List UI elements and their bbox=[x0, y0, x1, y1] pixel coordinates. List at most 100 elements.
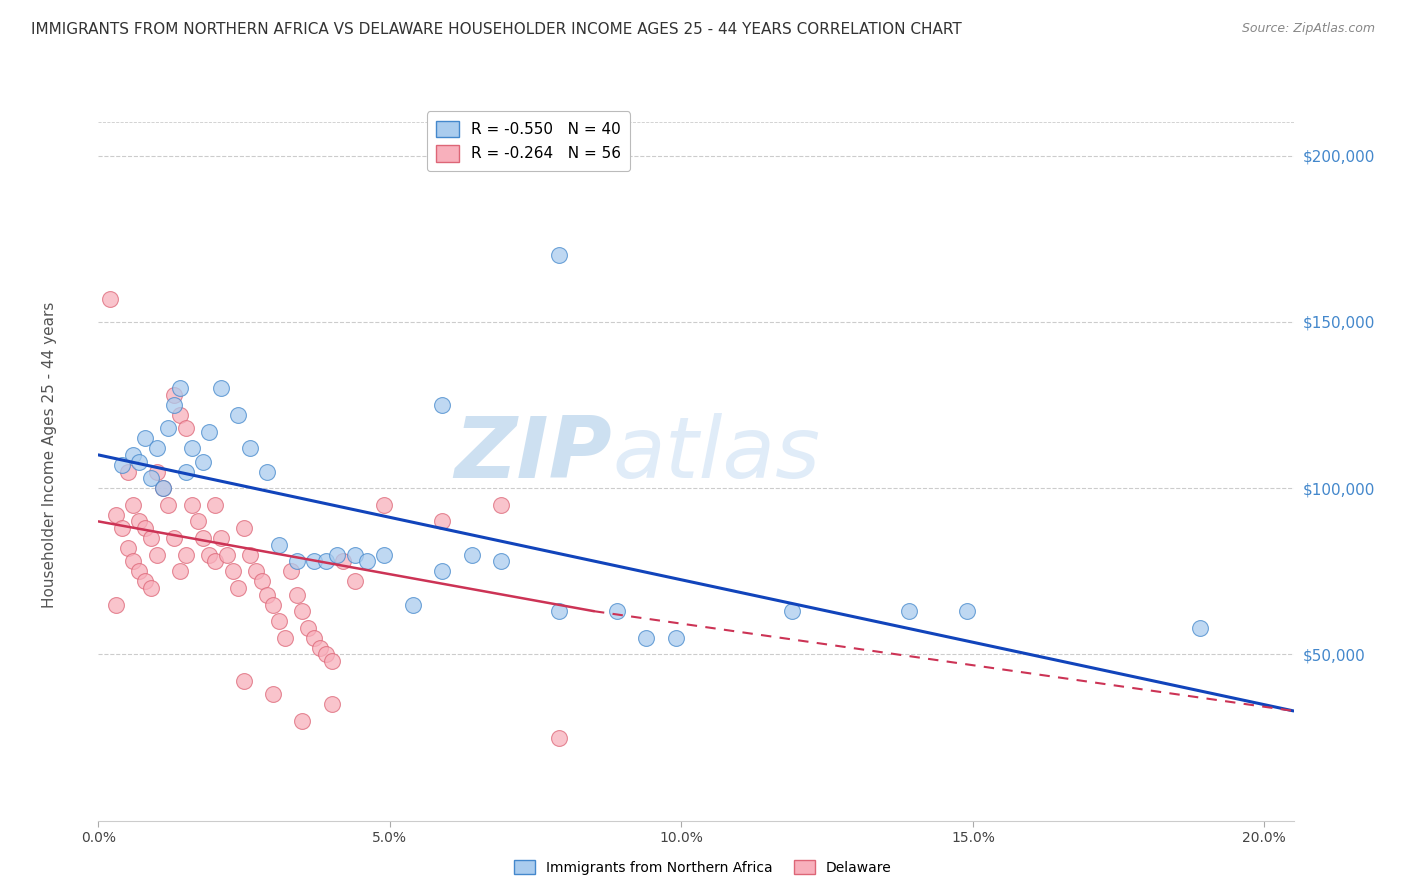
Point bbox=[274, 631, 297, 645]
Point bbox=[139, 531, 162, 545]
Point bbox=[122, 498, 145, 512]
Point bbox=[145, 548, 167, 562]
Point bbox=[122, 554, 145, 568]
Point bbox=[548, 731, 571, 745]
Point bbox=[169, 381, 191, 395]
Text: atlas: atlas bbox=[613, 413, 820, 497]
Point bbox=[256, 588, 278, 602]
Point bbox=[309, 640, 332, 655]
Point bbox=[280, 564, 302, 578]
Point bbox=[432, 564, 454, 578]
Point bbox=[262, 598, 284, 612]
Point bbox=[209, 531, 232, 545]
Point bbox=[180, 442, 202, 456]
Point bbox=[780, 604, 803, 618]
Point bbox=[215, 548, 238, 562]
Point bbox=[134, 574, 156, 589]
Point bbox=[174, 548, 197, 562]
Point bbox=[163, 531, 186, 545]
Point bbox=[239, 548, 262, 562]
Point bbox=[269, 538, 291, 552]
Point bbox=[152, 481, 174, 495]
Point bbox=[104, 508, 127, 522]
Point bbox=[128, 454, 150, 468]
Point bbox=[302, 554, 325, 568]
Point bbox=[315, 648, 337, 662]
Point bbox=[489, 498, 512, 512]
Point bbox=[139, 581, 162, 595]
Point bbox=[198, 425, 221, 439]
Point bbox=[169, 564, 191, 578]
Point bbox=[163, 398, 186, 412]
Point bbox=[128, 515, 150, 529]
Point bbox=[163, 388, 186, 402]
Point bbox=[432, 398, 454, 412]
Point bbox=[145, 465, 167, 479]
Point bbox=[956, 604, 979, 618]
Point bbox=[180, 498, 202, 512]
Point bbox=[315, 554, 337, 568]
Text: IMMIGRANTS FROM NORTHERN AFRICA VS DELAWARE HOUSEHOLDER INCOME AGES 25 - 44 YEAR: IMMIGRANTS FROM NORTHERN AFRICA VS DELAW… bbox=[31, 22, 962, 37]
Point bbox=[636, 631, 658, 645]
Point bbox=[134, 431, 156, 445]
Point bbox=[152, 481, 174, 495]
Point bbox=[321, 698, 343, 712]
Point bbox=[139, 471, 162, 485]
Point bbox=[186, 515, 208, 529]
Point bbox=[343, 548, 366, 562]
Point bbox=[291, 714, 314, 728]
Point bbox=[198, 548, 221, 562]
Point bbox=[332, 554, 354, 568]
Point bbox=[209, 381, 232, 395]
Point bbox=[245, 564, 267, 578]
Point bbox=[373, 548, 395, 562]
Point bbox=[228, 408, 250, 422]
Point bbox=[1189, 621, 1212, 635]
Point bbox=[606, 604, 628, 618]
Point bbox=[169, 408, 191, 422]
Point bbox=[233, 521, 256, 535]
Point bbox=[111, 458, 134, 472]
Point bbox=[174, 421, 197, 435]
Point bbox=[98, 292, 121, 306]
Point bbox=[204, 554, 226, 568]
Point bbox=[432, 515, 454, 529]
Point bbox=[343, 574, 366, 589]
Point bbox=[250, 574, 273, 589]
Point bbox=[262, 687, 284, 701]
Point bbox=[157, 498, 180, 512]
Point bbox=[228, 581, 250, 595]
Point bbox=[145, 442, 167, 456]
Point bbox=[302, 631, 325, 645]
Point bbox=[285, 588, 308, 602]
Point bbox=[221, 564, 243, 578]
Point bbox=[489, 554, 512, 568]
Point bbox=[117, 465, 139, 479]
Point bbox=[204, 498, 226, 512]
Point bbox=[548, 604, 571, 618]
Point bbox=[239, 442, 262, 456]
Point bbox=[291, 604, 314, 618]
Point bbox=[233, 673, 256, 688]
Point bbox=[104, 598, 127, 612]
Text: Source: ZipAtlas.com: Source: ZipAtlas.com bbox=[1241, 22, 1375, 36]
Point bbox=[297, 621, 319, 635]
Point bbox=[111, 521, 134, 535]
Point bbox=[134, 521, 156, 535]
Point bbox=[193, 531, 215, 545]
Point bbox=[460, 548, 482, 562]
Point bbox=[193, 454, 215, 468]
Point bbox=[128, 564, 150, 578]
Point bbox=[326, 548, 349, 562]
Text: ZIP: ZIP bbox=[454, 413, 613, 497]
Legend: Immigrants from Northern Africa, Delaware: Immigrants from Northern Africa, Delawar… bbox=[509, 855, 897, 880]
Point bbox=[117, 541, 139, 555]
Point bbox=[373, 498, 395, 512]
Point bbox=[897, 604, 920, 618]
Point bbox=[256, 465, 278, 479]
Point bbox=[157, 421, 180, 435]
Point bbox=[285, 554, 308, 568]
Point bbox=[548, 248, 571, 262]
Y-axis label: Householder Income Ages 25 - 44 years: Householder Income Ages 25 - 44 years bbox=[42, 301, 56, 608]
Legend: R = -0.550   N = 40, R = -0.264   N = 56: R = -0.550 N = 40, R = -0.264 N = 56 bbox=[427, 112, 630, 170]
